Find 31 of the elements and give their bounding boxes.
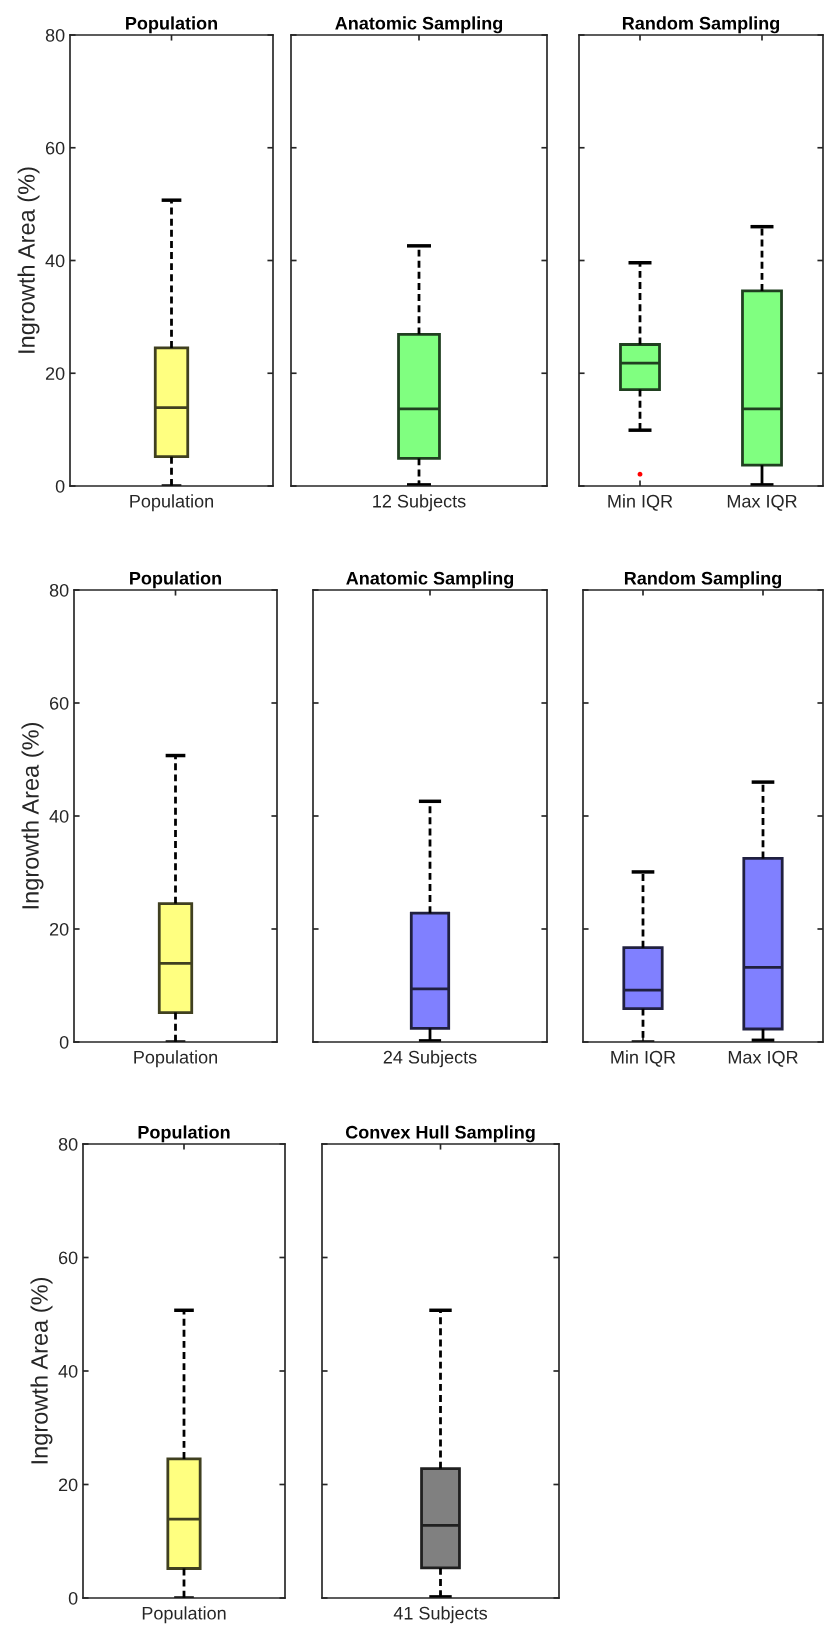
y-tick-label: 0 — [59, 1035, 69, 1049]
text: Population — [142, 1606, 226, 1624]
y-tick-label: 60 — [58, 1251, 78, 1265]
y-tick-label: 0 — [55, 479, 65, 493]
y-tick-label: 80 — [49, 583, 69, 597]
y-tick-label: 40 — [49, 809, 69, 823]
y-tick-label: 80 — [58, 1137, 78, 1151]
y-tick-label: 60 — [49, 696, 69, 710]
chart-title: Convex Hull Sampling — [345, 1125, 535, 1143]
chart-title: Anatomic Sampling — [346, 571, 514, 589]
y-tick-label: 20 — [58, 1478, 78, 1492]
x-tick-label: 41 Subjects — [393, 1606, 488, 1624]
x-tick-label: 12 Subjects — [373, 494, 466, 512]
chart-title: Random Sampling — [624, 571, 782, 589]
y-tick-label: 80 — [45, 28, 65, 42]
x-tick-label: Max IQR — [728, 1050, 798, 1067]
y-tick-label: 0 — [68, 1591, 78, 1605]
y-tick-label: 40 — [58, 1364, 78, 1378]
x-tick-label: 24 Subjects — [383, 1050, 477, 1068]
y-axis-title: Ingrowth Area (%) — [30, 1277, 53, 1464]
chart-title: Anatomic Sampling — [335, 16, 503, 34]
y-tick-label: 40 — [45, 254, 65, 268]
x-tick-label: Max IQR — [727, 494, 797, 511]
x-tick-label: Min IQR — [608, 494, 673, 511]
y-tick-label: 20 — [45, 367, 65, 380]
y-tick-label: 60 — [45, 141, 65, 155]
y-axis-title: Ingrowth Area (%) — [17, 167, 40, 353]
y-axis-title: Ingrowth Area (%) — [21, 722, 44, 909]
y-tick-label: 20 — [49, 922, 69, 936]
x-tick-label: Min IQR — [611, 1050, 676, 1067]
chart-title: Random Sampling — [622, 16, 780, 34]
